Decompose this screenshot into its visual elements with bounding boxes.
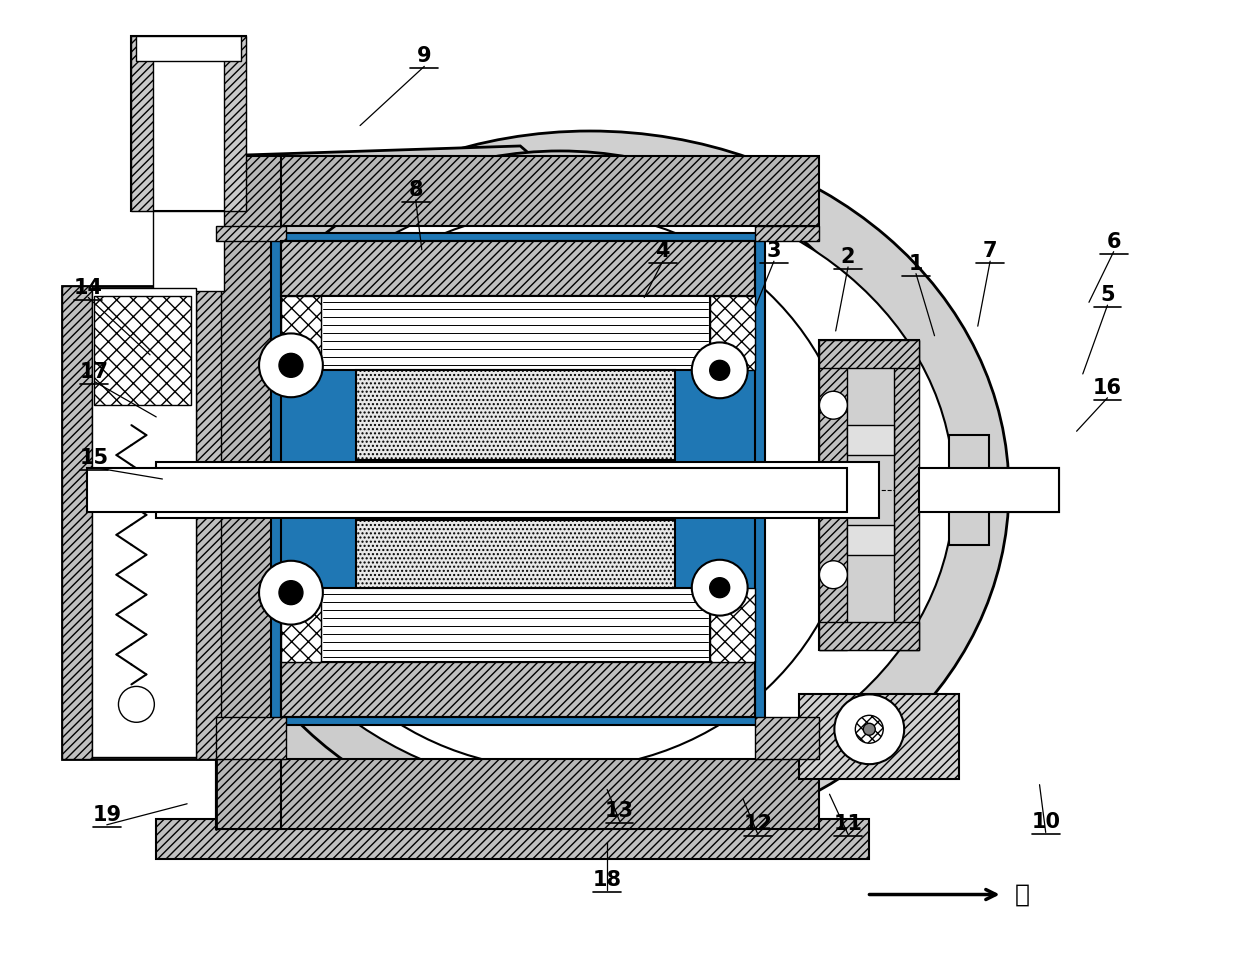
Polygon shape xyxy=(895,340,919,650)
Polygon shape xyxy=(87,468,847,512)
Polygon shape xyxy=(281,663,755,718)
Circle shape xyxy=(834,695,904,764)
Polygon shape xyxy=(799,695,959,779)
Polygon shape xyxy=(93,295,191,405)
Polygon shape xyxy=(949,435,1058,545)
Polygon shape xyxy=(131,36,247,211)
Ellipse shape xyxy=(201,151,919,829)
Polygon shape xyxy=(196,285,221,759)
Circle shape xyxy=(259,560,323,625)
Polygon shape xyxy=(321,295,710,371)
Polygon shape xyxy=(710,587,755,663)
Polygon shape xyxy=(216,718,286,759)
Polygon shape xyxy=(216,146,919,844)
Polygon shape xyxy=(131,36,154,211)
Polygon shape xyxy=(216,156,819,226)
Text: 18: 18 xyxy=(592,870,622,890)
Text: 8: 8 xyxy=(409,180,422,200)
Text: 19: 19 xyxy=(92,805,121,825)
Polygon shape xyxy=(216,226,286,240)
Circle shape xyxy=(864,723,875,735)
Circle shape xyxy=(691,342,747,399)
Text: 3: 3 xyxy=(767,241,781,262)
Circle shape xyxy=(691,559,747,616)
Circle shape xyxy=(819,391,847,420)
Polygon shape xyxy=(156,819,870,859)
Circle shape xyxy=(279,354,302,377)
Text: 5: 5 xyxy=(1100,285,1115,306)
Circle shape xyxy=(279,581,302,604)
Bar xyxy=(1,1,216,957)
Ellipse shape xyxy=(171,131,1009,849)
Polygon shape xyxy=(819,340,847,650)
Circle shape xyxy=(259,333,323,398)
Circle shape xyxy=(855,716,883,743)
Polygon shape xyxy=(216,156,281,829)
Text: 11: 11 xyxy=(834,814,862,834)
Polygon shape xyxy=(156,462,880,518)
Polygon shape xyxy=(224,36,247,211)
Polygon shape xyxy=(847,525,895,555)
Polygon shape xyxy=(819,622,919,650)
Polygon shape xyxy=(281,587,321,663)
Polygon shape xyxy=(755,226,819,240)
Text: 10: 10 xyxy=(1031,812,1061,833)
Bar xyxy=(92,287,196,757)
Text: 13: 13 xyxy=(605,801,634,821)
Polygon shape xyxy=(281,295,321,371)
Polygon shape xyxy=(281,240,755,295)
Text: 1: 1 xyxy=(908,254,923,274)
Text: 9: 9 xyxy=(418,46,431,66)
Text: 7: 7 xyxy=(983,241,997,262)
Polygon shape xyxy=(819,340,919,368)
Text: 2: 2 xyxy=(841,247,855,267)
Polygon shape xyxy=(62,285,221,759)
Text: 14: 14 xyxy=(74,278,103,298)
Circle shape xyxy=(819,560,847,588)
Text: 6: 6 xyxy=(1106,232,1121,252)
Polygon shape xyxy=(356,371,675,460)
Polygon shape xyxy=(62,285,92,759)
Ellipse shape xyxy=(227,186,954,794)
Polygon shape xyxy=(919,468,1058,512)
Text: 15: 15 xyxy=(79,447,109,468)
Polygon shape xyxy=(710,295,755,371)
Circle shape xyxy=(119,686,155,722)
Ellipse shape xyxy=(266,211,855,769)
Polygon shape xyxy=(755,718,819,759)
Text: 17: 17 xyxy=(81,361,109,381)
Text: 12: 12 xyxy=(743,814,772,834)
Polygon shape xyxy=(271,233,764,725)
Circle shape xyxy=(710,578,730,598)
Text: 前: 前 xyxy=(1015,882,1030,906)
Circle shape xyxy=(710,360,730,380)
Polygon shape xyxy=(321,587,710,663)
Text: 16: 16 xyxy=(1093,377,1123,398)
Bar xyxy=(154,211,224,290)
Bar xyxy=(136,36,242,61)
Polygon shape xyxy=(819,340,919,650)
Polygon shape xyxy=(216,759,819,829)
Polygon shape xyxy=(356,520,675,587)
Text: 4: 4 xyxy=(655,241,670,262)
Polygon shape xyxy=(847,425,895,455)
